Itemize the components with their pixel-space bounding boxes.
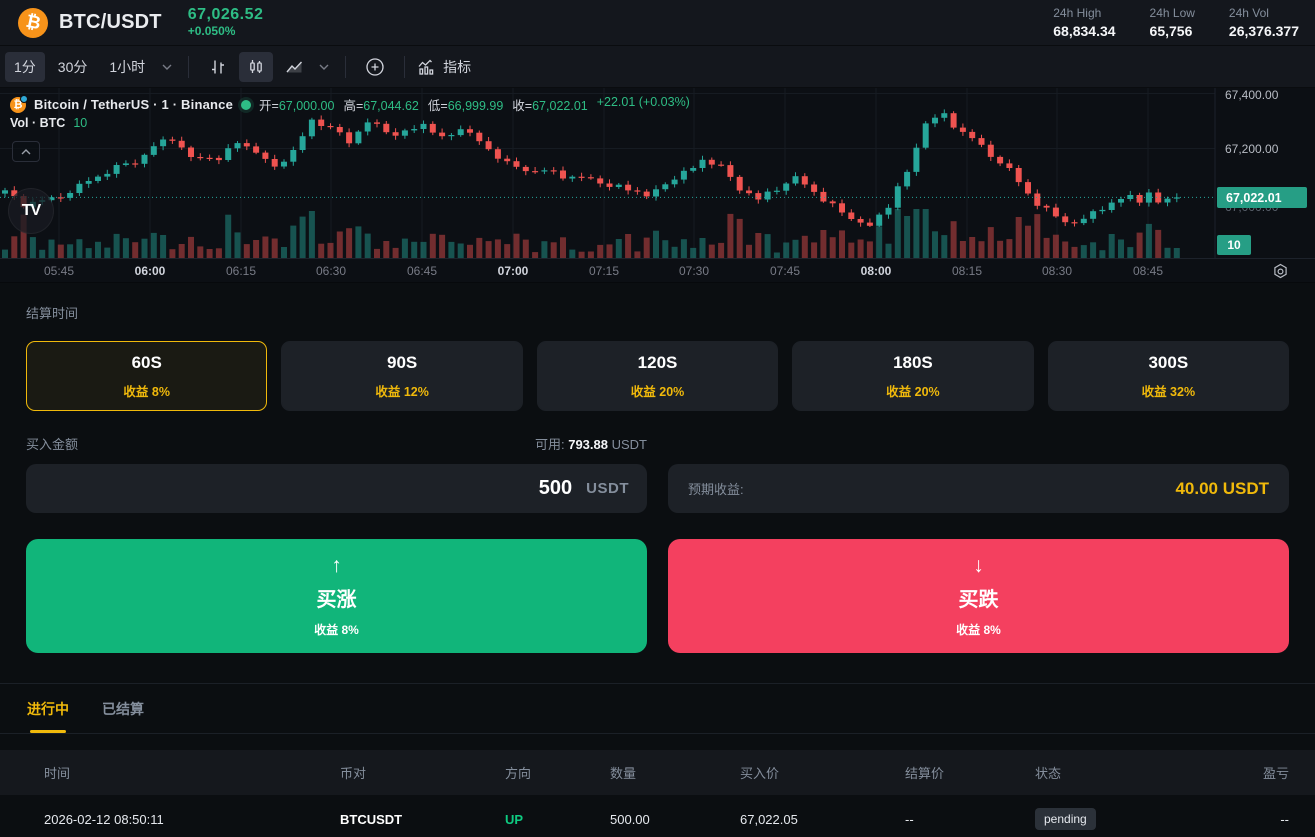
orders-section: 进行中 已结算 时间 币对 方向 数量 买入价 结算价 状态 盈亏 2026-0… — [0, 683, 1315, 837]
order-pnl: -- — [1280, 811, 1289, 827]
orders-tabs: 进行中 已结算 — [0, 684, 1315, 733]
pair-coin-icon: ₿ — [10, 94, 28, 113]
indicators-label: 指标 — [443, 58, 472, 75]
legend-ohlc: 开=67,000.00 高=67,044.62 低=66,999.99 收=67… — [259, 95, 690, 113]
time-axis[interactable]: 05:45 06:00 06:15 06:30 06:45 07:00 07:15 07:30… — [0, 258, 1315, 283]
trade-panel: 结算时间 60S 收益 8% 90S 收益 12% 120S 收益 20% 18… — [0, 283, 1315, 653]
time-tick: 08:45 — [1132, 264, 1164, 278]
price-tick: 67,200.00 — [1225, 142, 1279, 156]
order-pair: BTCUSDT — [340, 811, 403, 827]
amount-input-row: USDT 预期收益: 40.00 USDT — [26, 464, 1289, 513]
stat-24h-high: 24h High 68,834.34 — [1053, 6, 1116, 39]
time-tick: 08:30 — [1041, 264, 1073, 278]
order-direction: UP — [505, 811, 524, 827]
pair-symbol: BTC/USDT — [59, 11, 162, 33]
time-tick: 08:15 — [951, 264, 983, 278]
tab-settled[interactable]: 已结算 — [102, 701, 144, 717]
price-change-pct: +0.050% — [187, 24, 236, 39]
legend-collapse-button[interactable] — [12, 141, 40, 162]
tradingview-watermark-icon: TV — [8, 188, 54, 234]
amount-header-row: 买入金额 可用: 793.88 USDT — [26, 434, 1289, 453]
btc-logo-icon: ₿ — [18, 7, 48, 38]
time-tick: 05:45 — [43, 264, 75, 278]
toolbar-divider — [188, 55, 190, 78]
time-tick: 06:00 — [134, 264, 166, 278]
duration-120s-button[interactable]: 120S 收益 20% — [536, 341, 779, 411]
current-volume-badge: 10 — [1217, 235, 1251, 255]
current-price-badge: 67,022.01 — [1217, 187, 1307, 208]
buy-down-button[interactable]: ↓ 买跌 收益 8% — [668, 539, 1289, 653]
24h-stats: 24h High 68,834.34 24h Low 65,756 24h Vo… — [1053, 6, 1299, 39]
price-block: 67,026.52 +0.050% — [188, 6, 264, 39]
order-time: 2026-02-12 08:50:11 — [44, 811, 164, 827]
settlement-time-label: 结算时间 — [26, 306, 79, 321]
duration-180s-button[interactable]: 180S 收益 20% — [792, 341, 1034, 411]
axis-settings-gear-icon[interactable] — [1272, 263, 1289, 280]
toolbar-divider — [345, 55, 347, 78]
buy-amount-label: 买入金额 — [26, 437, 79, 452]
interval-30m-button[interactable]: 30分 — [57, 58, 88, 75]
market-status-dot-icon — [241, 99, 252, 110]
down-arrow-icon: ↓ — [973, 553, 984, 577]
buy-buttons-row: ↑ 买涨 收益 8% ↓ 买跌 收益 8% — [26, 539, 1289, 653]
time-tick: 07:30 — [678, 264, 710, 278]
interval-1m-button[interactable]: 1分 — [5, 51, 45, 82]
duration-300s-button[interactable]: 300S 收益 32% — [1047, 341, 1290, 411]
time-tick: 06:15 — [225, 264, 257, 278]
available-balance: 可用: 793.88 USDT — [534, 437, 647, 452]
orders-table-header: 时间 币对 方向 数量 买入价 结算价 状态 盈亏 — [0, 750, 1315, 795]
indicators-button[interactable]: 指标 — [417, 57, 471, 77]
tabs-divider — [0, 733, 1315, 734]
toolbar-divider — [404, 55, 406, 78]
tab-in-progress[interactable]: 进行中 — [27, 699, 69, 733]
legend-change: +22.01 (+0.03%) — [596, 95, 690, 109]
area-chart-style-icon[interactable] — [277, 52, 311, 82]
order-entry-price: 67,022.05 — [740, 811, 798, 827]
legend-title: Bitcoin / TetherUS · 1 · Binance — [34, 97, 234, 112]
compare-add-symbol-icon[interactable] — [358, 52, 392, 82]
order-status-badge: pending — [1035, 808, 1096, 830]
chart-legend: ₿ Bitcoin / TetherUS · 1 · Binance 开=67,… — [10, 94, 690, 114]
interval-1h-button[interactable]: 1小时 — [109, 58, 146, 75]
time-tick: 07:15 — [588, 264, 620, 278]
chart-toolbar: 1分 30分 1小时 — [0, 46, 1315, 88]
app-header: ₿ BTC/USDT 67,026.52 +0.050% 24h High 68… — [0, 0, 1315, 46]
interval-dropdown-caret-icon[interactable] — [158, 64, 176, 70]
stat-24h-low: 24h Low 65,756 — [1149, 6, 1195, 39]
buy-up-button[interactable]: ↑ 买涨 收益 8% — [26, 539, 647, 653]
expected-profit-value: 40.00 USDT — [1175, 478, 1269, 498]
order-amount: 500.00 — [610, 811, 650, 827]
volume-legend: Vol · BTC 10 — [10, 116, 88, 130]
expected-profit-box: 预期收益: 40.00 USDT — [668, 464, 1289, 513]
order-row[interactable]: 2026-02-12 08:50:11 BTCUSDT UP 500.00 67… — [0, 795, 1315, 837]
candles-chart-style-icon[interactable] — [239, 51, 274, 82]
stat-24h-vol: 24h Vol 26,376.377 — [1228, 6, 1299, 39]
time-tick: 06:30 — [315, 264, 347, 278]
time-tick: 07:45 — [769, 264, 801, 278]
last-price: 67,026.52 — [187, 5, 264, 23]
amount-input-box[interactable]: USDT — [26, 464, 647, 513]
duration-90s-button[interactable]: 90S 收益 12% — [281, 341, 523, 411]
price-axis[interactable]: 67,400.00 67,200.00 67,000.00 67,022.01 … — [1215, 88, 1315, 258]
duration-60s-button[interactable]: 60S 收益 8% — [26, 341, 268, 411]
duration-selector: 60S 收益 8% 90S 收益 12% 120S 收益 20% 180S 收益… — [26, 341, 1290, 411]
expected-profit-label: 预期收益: — [688, 482, 744, 497]
order-settle-price: -- — [905, 811, 914, 827]
amount-input[interactable] — [44, 477, 587, 500]
amount-unit-label: USDT — [586, 480, 629, 497]
time-tick: 08:00 — [860, 264, 892, 278]
time-tick: 06:45 — [406, 264, 438, 278]
candlestick-chart[interactable]: ₿ Bitcoin / TetherUS · 1 · Binance 开=67,… — [0, 88, 1315, 283]
up-arrow-icon: ↑ — [331, 553, 342, 577]
chart-plot-area[interactable] — [0, 88, 1315, 258]
price-tick: 67,400.00 — [1225, 88, 1279, 102]
bars-chart-style-icon[interactable] — [201, 52, 235, 82]
chart-style-dropdown-caret-icon[interactable] — [315, 64, 333, 70]
time-tick: 07:00 — [497, 264, 529, 278]
